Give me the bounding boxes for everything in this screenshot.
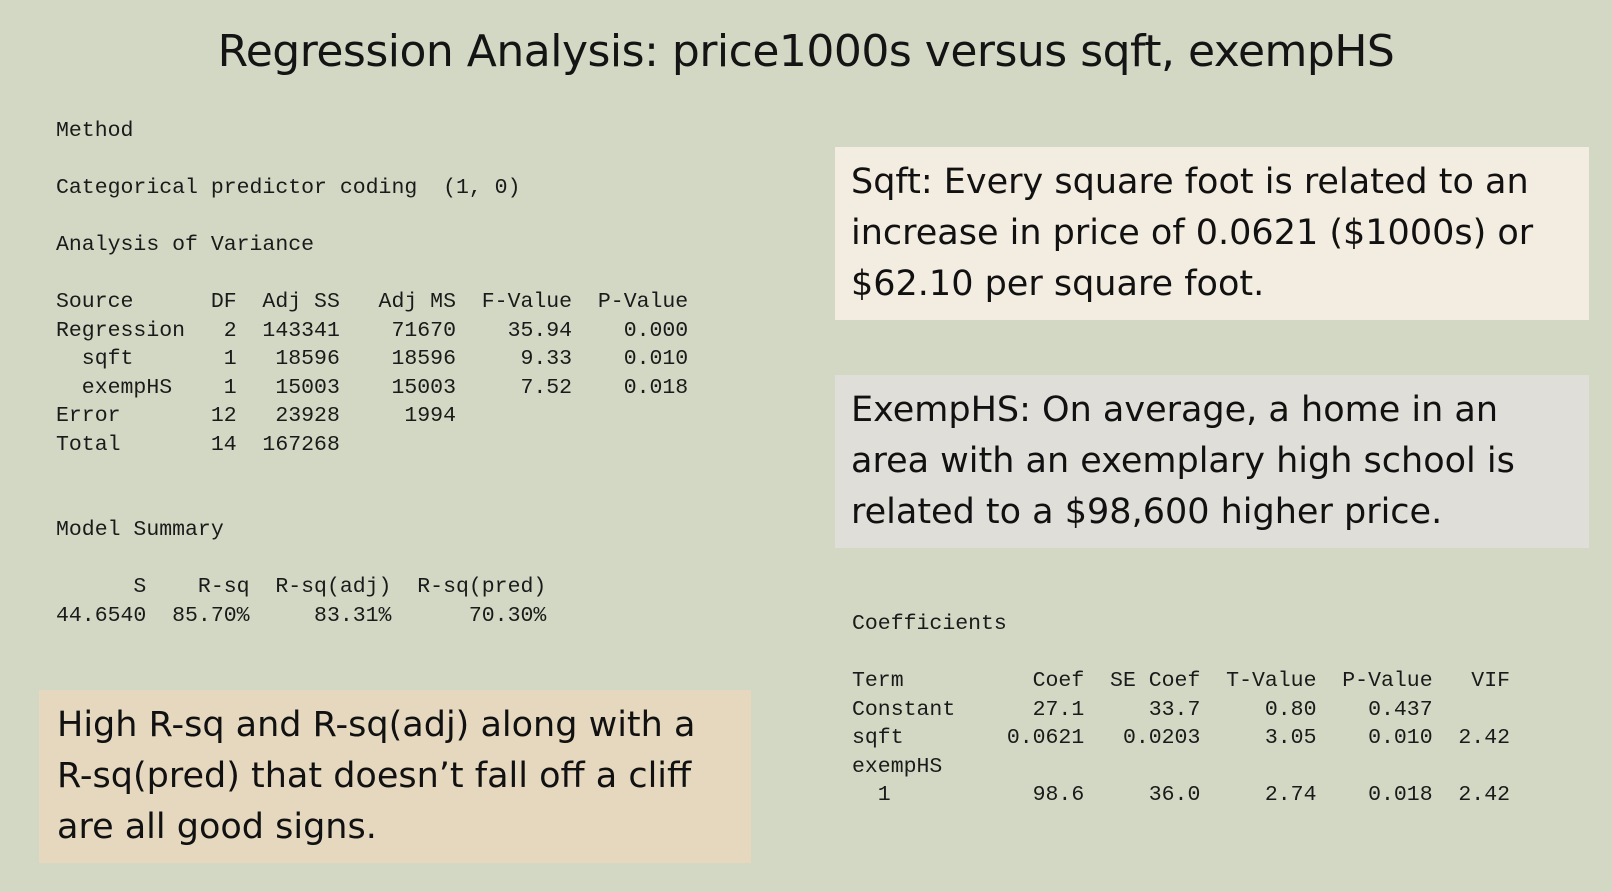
anova-row-regression: Regression 2 143341 71670 35.94 0.000 xyxy=(56,318,689,343)
coefficients-row-constant: Constant 27.1 33.7 0.80 0.437 xyxy=(852,697,1433,722)
method-line: Categorical predictor coding (1, 0) xyxy=(56,176,521,200)
anova-heading: Analysis of Variance xyxy=(56,233,315,257)
sqft-interpretation-callout: Sqft: Every square foot is related to an… xyxy=(835,147,1589,320)
anova-row-total: Total 14 167268 xyxy=(56,432,340,457)
coefficients-heading: Coefficients xyxy=(852,612,1007,636)
model-summary-heading: Model Summary xyxy=(56,518,224,542)
coefficients-header-row: Term Coef SE Coef T-Value P-Value VIF xyxy=(852,669,1511,693)
anova-row-error: Error 12 23928 1994 xyxy=(56,404,456,428)
method-heading: Method xyxy=(56,119,134,143)
coefficients-row-sqft: sqft 0.0621 0.0203 3.05 0.010 2.42 xyxy=(852,726,1511,750)
page-title: Regression Analysis: price1000s versus s… xyxy=(217,26,1395,77)
coefficients-row-exemphs: exempHS xyxy=(852,754,943,779)
coefficients-row-exemphs-1: 1 98.6 36.0 2.74 0.018 2.42 xyxy=(852,783,1511,807)
exemphs-interpretation-callout: ExempHS: On average, a home in an area w… xyxy=(835,375,1589,548)
model-summary-values-row: 44.6540 85.70% 83.31% 70.30% xyxy=(56,603,547,628)
rsq-interpretation-callout: High R-sq and R-sq(adj) along with a R-s… xyxy=(39,690,751,863)
anova-header-row: Source DF Adj SS Adj MS F-Value P-Value xyxy=(56,290,689,314)
model-summary-header-row: S R-sq R-sq(adj) R-sq(pred) xyxy=(56,575,547,599)
anova-row-exemphs: exempHS 1 15003 15003 7.52 0.018 xyxy=(56,375,689,400)
anova-row-sqft: sqft 1 18596 18596 9.33 0.010 xyxy=(56,347,689,371)
